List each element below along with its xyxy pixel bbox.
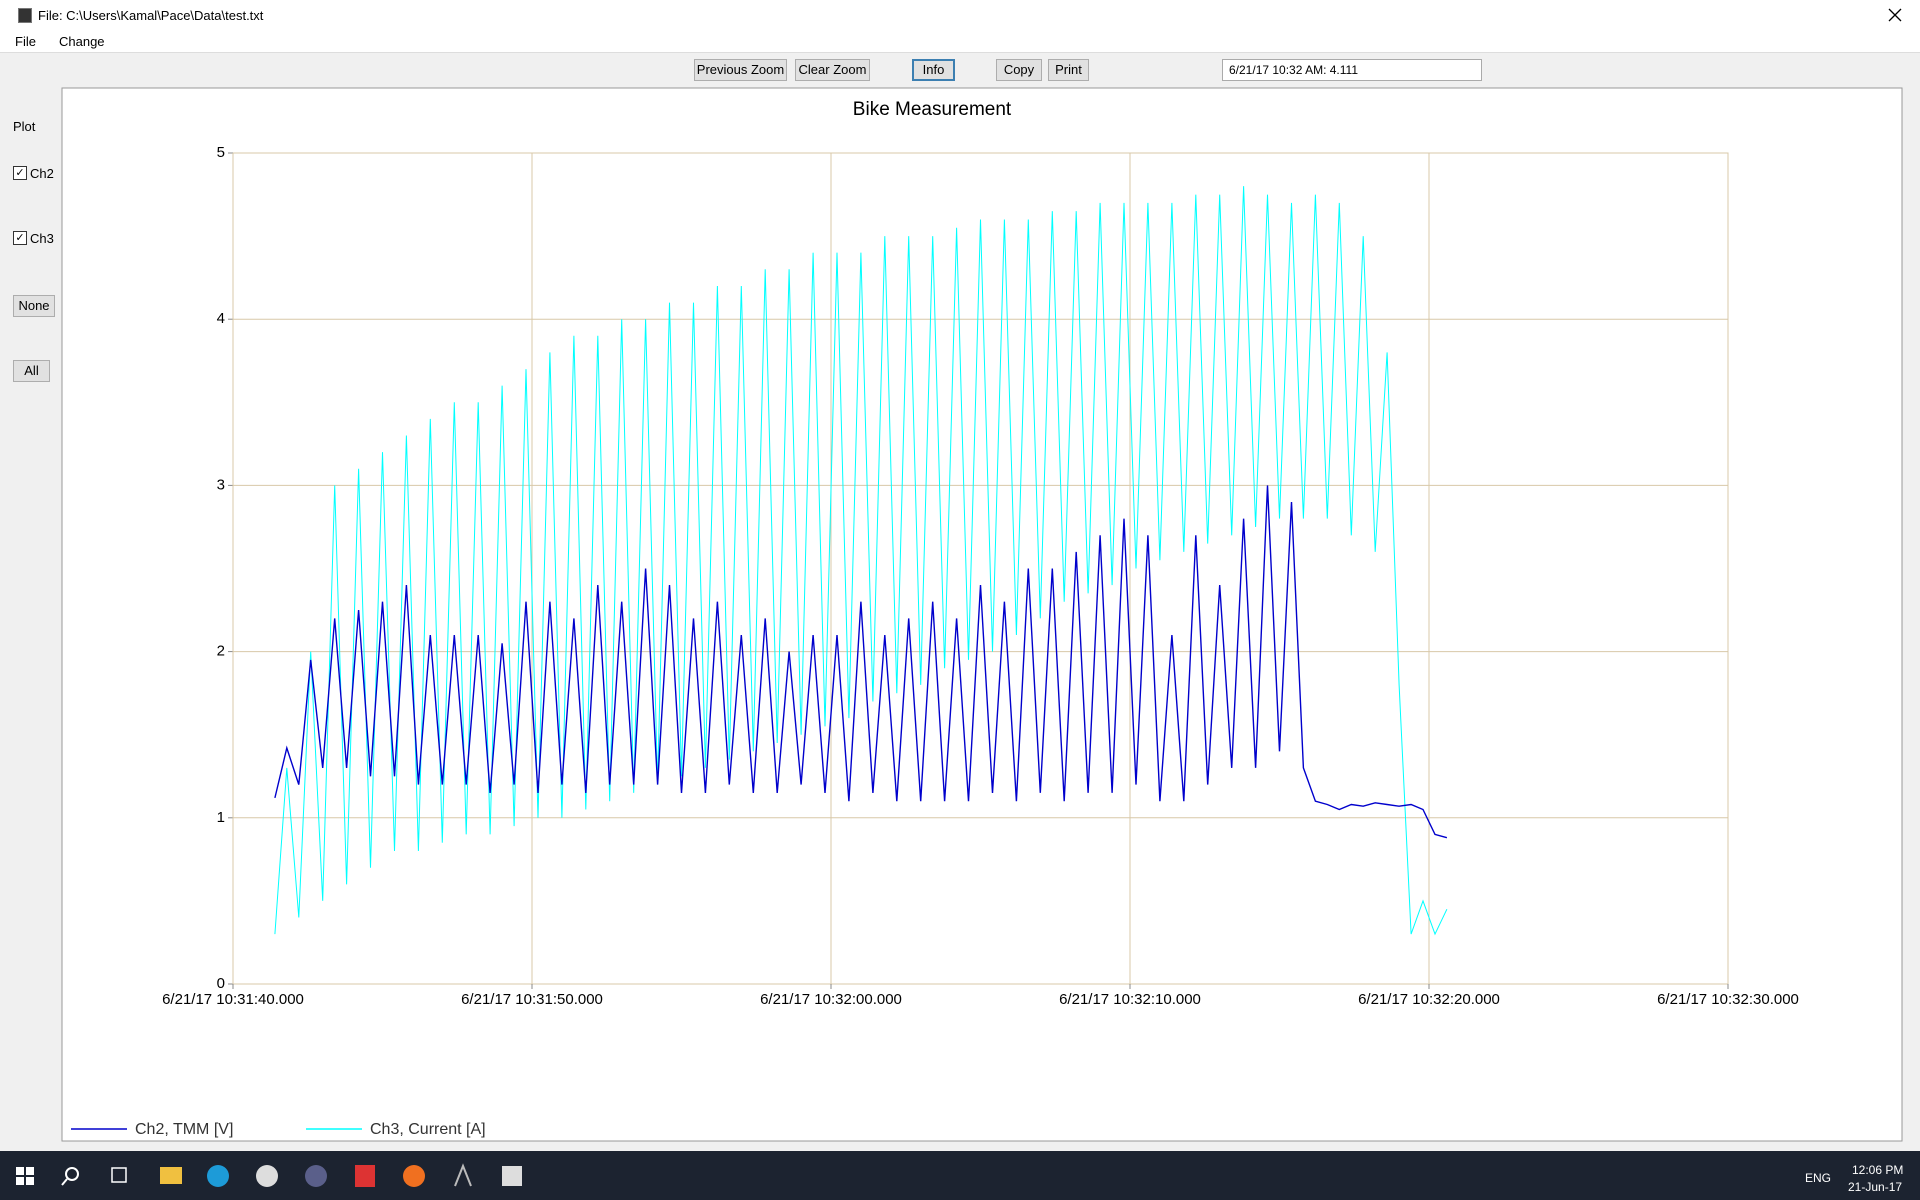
taskbar-icons [16,1163,522,1187]
x-tick-label: 6/21/17 10:31:40.000 [162,991,304,1008]
sidebar-button[interactable]: All [13,360,50,382]
checkbox-label: Ch2 [30,166,54,181]
legend-label: Ch2, TMM [V] [135,1121,233,1138]
toolbar-button[interactable]: Clear Zoom [795,59,870,81]
y-tick-label: 2 [217,643,225,660]
language[interactable]: ENG [1805,1171,1832,1185]
clock-time[interactable]: 12:06 PM [1852,1163,1904,1177]
x-tick-label: 6/21/17 10:32:00.000 [760,991,902,1008]
x-tick-label: 6/21/17 10:32:30.000 [1657,991,1799,1008]
title-bar: File: C:\Users\Kamal\Pace\Data\test.txt [0,0,1920,30]
chart: Bike Measurement 0 1 2 3 4 5 6/21/17 10:31:40.… [61,87,1903,1142]
series-line [274,485,1448,839]
menu-item[interactable]: File [15,34,36,49]
sidebar-button[interactable]: None [13,295,55,317]
close-button[interactable] [1888,8,1902,22]
app-icon [18,8,32,23]
toolbar-button[interactable]: Previous Zoom [694,59,787,81]
y-tick-label: 4 [217,310,225,327]
checkbox[interactable]: ✓ [13,166,27,180]
x-tick-label: 6/21/17 10:32:20.000 [1358,991,1500,1008]
checkbox-label: Ch3 [30,231,54,246]
toolbar-button[interactable]: Print [1048,59,1089,81]
y-tick-label: 5 [217,144,225,161]
chart-title: Bike Measurement [853,99,1012,120]
menu-bar: File Change [0,30,1920,53]
legend-label: Ch3, Current [A] [370,1121,486,1138]
info-field[interactable]: 6/21/17 10:32 AM: 4.111 [1222,59,1482,81]
window-title: File: C:\Users\Kamal\Pace\Data\test.txt [38,8,264,23]
series-line [274,186,1448,936]
checkbox[interactable]: ✓ [13,231,27,245]
x-tick-label: 6/21/17 10:32:10.000 [1059,991,1201,1008]
y-tick-label: 0 [217,975,225,992]
toolbar-button[interactable]: Copy [996,59,1042,81]
x-tick-label: 6/21/17 10:31:50.000 [461,991,603,1008]
y-tick-label: 1 [217,809,225,826]
taskbar: ENG 12:06 PM 21-Jun-17 [0,1151,1920,1200]
toolbar-button[interactable]: Info [912,59,955,81]
sidebar-heading: Plot [13,119,36,134]
clock-date[interactable]: 21-Jun-17 [1848,1180,1903,1194]
menu-item[interactable]: Change [59,34,105,49]
y-tick-label: 3 [217,476,225,493]
